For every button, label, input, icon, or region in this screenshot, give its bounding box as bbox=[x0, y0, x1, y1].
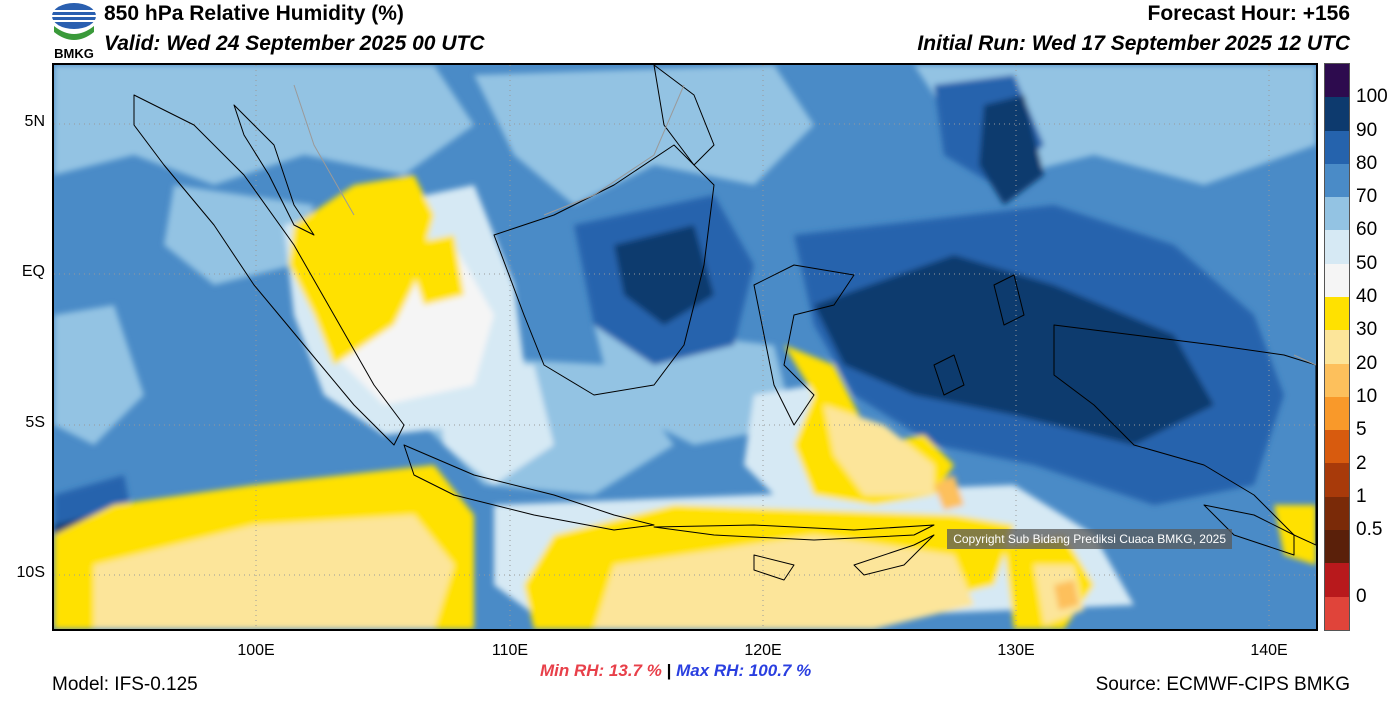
lon-label-120e: 120E bbox=[744, 642, 782, 659]
colorbar-segment bbox=[1325, 363, 1349, 397]
lat-label-eq: EQ bbox=[21, 263, 45, 280]
colorbar-segment bbox=[1325, 596, 1349, 630]
source-label: Source: ECMWF-CIPS BMKG bbox=[1095, 674, 1350, 695]
colorbar-segment bbox=[1325, 64, 1349, 98]
colorbar-label: 10 bbox=[1356, 385, 1378, 407]
lon-label-100e: 100E bbox=[237, 642, 275, 659]
colorbar-segment bbox=[1325, 496, 1349, 530]
min-rh: Min RH: 13.7 % bbox=[540, 661, 662, 680]
colorbar-segment bbox=[1325, 230, 1349, 264]
colorbar-label: 90 bbox=[1356, 119, 1378, 141]
colorbar-segment bbox=[1325, 430, 1349, 464]
colorbar-label: 100 bbox=[1356, 86, 1388, 108]
colorbar-label: 60 bbox=[1356, 219, 1378, 241]
humidity-map: Copyright Sub Bidang Prediksi Cuaca BMKG… bbox=[52, 63, 1318, 631]
forecast-hour: Forecast Hour: +156 bbox=[1147, 2, 1351, 25]
colorbar-label: 50 bbox=[1356, 252, 1378, 274]
valid-time: Valid: Wed 24 September 2025 00 UTC bbox=[104, 32, 485, 55]
bmkg-logo-icon: BMKG bbox=[50, 2, 102, 61]
lat-label-5n: 5N bbox=[24, 113, 45, 130]
colorbar-label: 0.5 bbox=[1356, 519, 1383, 541]
colorbar-segment bbox=[1325, 263, 1349, 297]
colorbar-segment bbox=[1325, 97, 1349, 131]
lon-label-130e: 130E bbox=[997, 642, 1035, 659]
lon-label-140e: 140E bbox=[1250, 642, 1288, 659]
map-title: 850 hPa Relative Humidity (%) bbox=[104, 2, 404, 25]
colorbar-label: 2 bbox=[1356, 452, 1367, 474]
colorbar-label: 40 bbox=[1356, 286, 1378, 308]
colorbar-segment bbox=[1325, 463, 1349, 497]
lat-label-10s: 10S bbox=[16, 564, 45, 581]
lat-label-5s: 5S bbox=[25, 414, 45, 431]
colorbar-segment bbox=[1325, 296, 1349, 331]
colorbar-label: 0 bbox=[1356, 585, 1367, 607]
rh-stats: Min RH: 13.7 % | Max RH: 100.7 % bbox=[540, 661, 811, 681]
colorbar-label: 1 bbox=[1356, 485, 1367, 507]
colorbar bbox=[1324, 63, 1350, 631]
colorbar-label: 30 bbox=[1356, 319, 1378, 341]
model-label: Model: IFS-0.125 bbox=[52, 674, 198, 695]
colorbar-label: 80 bbox=[1356, 152, 1378, 174]
colorbar-label: 20 bbox=[1356, 352, 1378, 374]
colorbar-label: 5 bbox=[1356, 419, 1367, 441]
colorbar-segment bbox=[1325, 130, 1349, 164]
colorbar-segment bbox=[1325, 330, 1349, 364]
stats-separator: | bbox=[666, 661, 672, 680]
logo-text: BMKG bbox=[54, 46, 94, 60]
max-rh: Max RH: 100.7 % bbox=[676, 661, 812, 680]
initial-run: Initial Run: Wed 17 September 2025 12 UT… bbox=[917, 32, 1350, 55]
colorbar-label: 70 bbox=[1356, 186, 1378, 208]
colorbar-segment bbox=[1325, 563, 1349, 597]
colorbar-segment bbox=[1325, 197, 1349, 231]
colorbar-segment bbox=[1325, 163, 1349, 198]
copyright-notice: Copyright Sub Bidang Prediksi Cuaca BMKG… bbox=[947, 529, 1232, 549]
colorbar-segment bbox=[1325, 396, 1349, 431]
lon-label-110e: 110E bbox=[491, 642, 529, 659]
colorbar-segment bbox=[1325, 529, 1349, 564]
